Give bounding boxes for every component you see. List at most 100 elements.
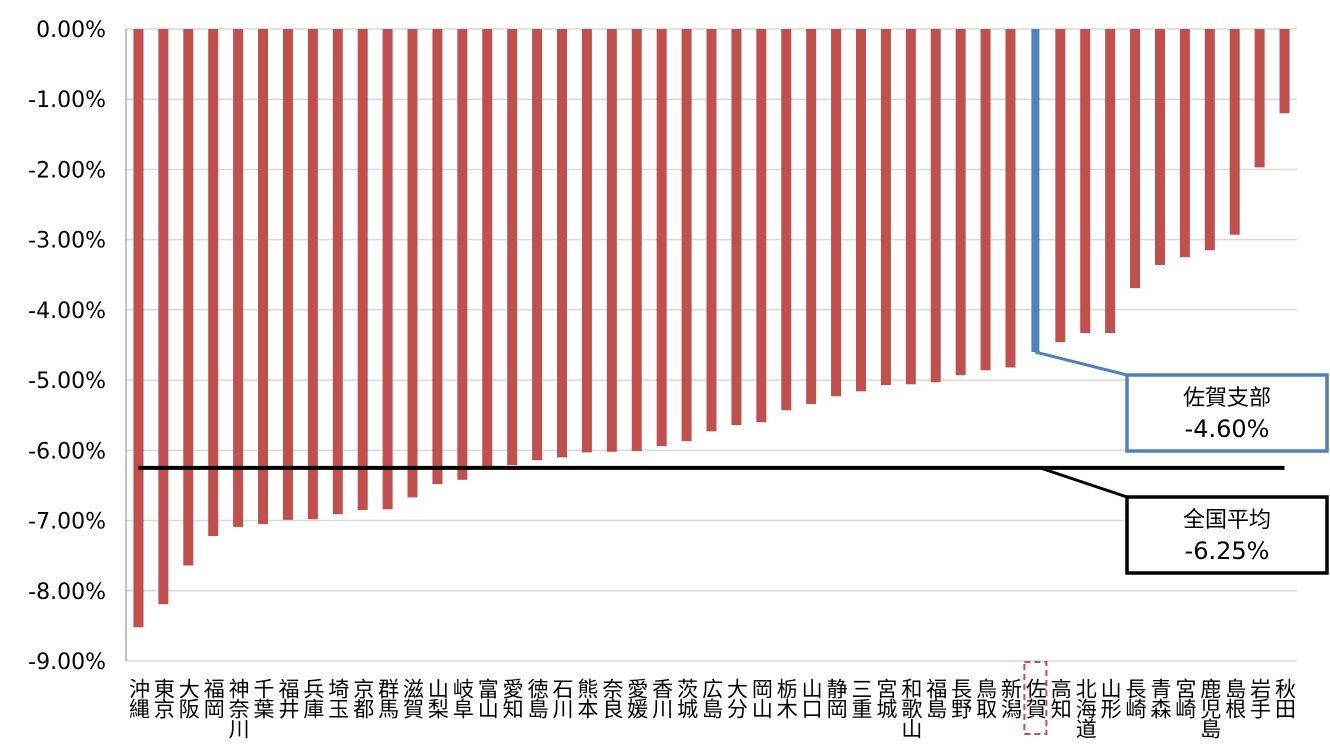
x-tick-label: 和歌山: [899, 678, 923, 739]
x-tick-label: 福井: [276, 678, 300, 719]
x-tick-label: 山梨: [425, 678, 449, 719]
y-tick-label: -3.00%: [28, 229, 106, 254]
x-tick-label: 山口: [799, 678, 823, 718]
y-tick-label: -5.00%: [28, 369, 106, 394]
x-tick-label: 大阪: [176, 678, 200, 719]
bar: [1080, 29, 1091, 334]
bar: [357, 29, 368, 511]
bar: [1105, 29, 1116, 334]
bar: [158, 29, 169, 605]
bar: [1005, 29, 1016, 368]
bar: [706, 29, 717, 432]
x-tick-label: 新潟: [998, 678, 1022, 719]
bar: [1055, 29, 1066, 343]
bar: [258, 29, 269, 525]
x-tick-label: 長野: [949, 678, 973, 719]
y-tick-label: 0.00%: [36, 18, 106, 43]
x-tick-label: 秋田: [1273, 678, 1297, 719]
x-tick-label: 島根: [1223, 678, 1247, 719]
bar: [1154, 29, 1165, 265]
x-tick-label: 千葉: [251, 678, 275, 719]
bar: [606, 29, 617, 452]
callout-label: 全国平均: [1183, 508, 1271, 533]
x-tick-label: 鹿児島: [1198, 678, 1222, 739]
bar: [831, 29, 842, 397]
bar: [233, 29, 244, 527]
callout-box: [1125, 495, 1329, 575]
bar: [432, 29, 443, 485]
bar: [930, 29, 941, 383]
bar: [307, 29, 318, 520]
bar: [1204, 29, 1215, 251]
x-tick-label: 青森: [1148, 678, 1172, 719]
x-tick-label: 岡山: [749, 678, 773, 719]
x-tick-label: 福岡: [201, 678, 225, 719]
callout-label: 佐賀支部: [1183, 386, 1271, 411]
bar: [1031, 29, 1040, 353]
x-tick-label: 東京: [151, 678, 175, 719]
callout-connector: [1039, 466, 1128, 499]
bar: [1179, 29, 1190, 258]
bar: [1229, 29, 1240, 235]
x-tick-label: 滋賀: [401, 678, 425, 719]
y-tick-label: -7.00%: [28, 510, 106, 535]
y-tick-label: -8.00%: [28, 580, 106, 605]
y-tick-label: -9.00%: [28, 650, 106, 675]
bar: [756, 29, 767, 423]
bar: [1130, 29, 1141, 289]
bar: [905, 29, 916, 385]
x-tick-label: 岐阜: [450, 678, 474, 719]
x-tick-label: 佐賀: [1023, 678, 1047, 719]
x-tick-label: 徳島: [525, 678, 549, 719]
bar: [457, 29, 468, 480]
x-tick-label: 静岡: [824, 678, 848, 719]
bar: [282, 29, 293, 520]
bar: [980, 29, 991, 371]
bar: [532, 29, 543, 461]
callout-box: [1125, 373, 1329, 453]
bar: [855, 29, 866, 392]
bar: [1254, 29, 1265, 168]
callout-connector: [1035, 350, 1128, 377]
bar: [781, 29, 792, 411]
x-tick-label: 北海道: [1073, 678, 1097, 739]
highlight-frame: [1023, 661, 1048, 735]
x-tick-label: 宮城: [874, 678, 898, 719]
x-tick-label: 愛知: [500, 678, 524, 719]
x-tick-label: 大分: [724, 678, 748, 719]
x-tick-label: 長崎: [1123, 678, 1147, 719]
x-tick-label: 広島: [700, 678, 724, 719]
x-tick-label: 宮崎: [1173, 678, 1197, 719]
x-tick-label: 熊本: [575, 678, 599, 719]
bar: [507, 29, 518, 466]
bar: [407, 29, 418, 498]
bar: [382, 29, 393, 510]
x-tick-label: 兵庫: [301, 678, 325, 719]
bar: [955, 29, 966, 376]
callout-value: -6.25%: [1185, 537, 1270, 565]
bar: [208, 29, 219, 537]
x-tick-label: 富山: [475, 678, 499, 719]
x-tick-label: 鳥取: [974, 678, 998, 719]
bar: [656, 29, 667, 447]
x-tick-label: 京都: [351, 678, 375, 719]
y-tick-label: -6.00%: [28, 439, 106, 464]
bar: [183, 29, 194, 566]
x-tick-label: 山形: [1098, 678, 1122, 719]
x-tick-label: 三重: [849, 678, 873, 718]
bar: [681, 29, 692, 442]
x-tick-label: 沖縄: [126, 678, 150, 719]
bar: [1279, 29, 1290, 114]
callout-value: -4.60%: [1185, 415, 1270, 443]
x-tick-label: 群馬: [376, 678, 400, 719]
y-tick-label: -4.00%: [28, 299, 106, 324]
x-tick-label: 岩手: [1248, 678, 1272, 719]
x-tick-label: 神奈川: [226, 678, 250, 739]
x-tick-label: 高知: [1048, 678, 1072, 719]
x-tick-label: 福島: [924, 678, 948, 719]
bar: [557, 29, 568, 458]
x-tick-label: 埼玉: [326, 678, 350, 718]
x-tick-label: 香川: [650, 678, 674, 719]
x-tick-label: 栃木: [774, 678, 798, 719]
